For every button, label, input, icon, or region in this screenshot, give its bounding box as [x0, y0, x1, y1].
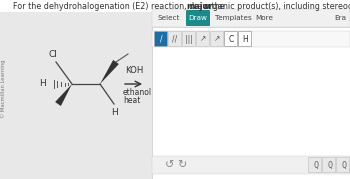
Text: major: major	[186, 2, 212, 11]
FancyBboxPatch shape	[210, 32, 224, 47]
FancyBboxPatch shape	[154, 32, 168, 47]
FancyBboxPatch shape	[322, 158, 336, 173]
Text: More: More	[255, 15, 273, 21]
Text: ↗: ↗	[200, 35, 206, 43]
Text: //: //	[172, 35, 177, 43]
FancyBboxPatch shape	[196, 32, 210, 47]
FancyBboxPatch shape	[168, 32, 182, 47]
Text: Era: Era	[334, 15, 346, 21]
Text: ↗: ↗	[214, 35, 220, 43]
Text: ↻: ↻	[177, 160, 187, 170]
Bar	[152, 31, 350, 47]
FancyBboxPatch shape	[186, 10, 210, 26]
Text: |||: |||	[185, 35, 193, 43]
Bar	[152, 0, 350, 179]
Text: organic product(s), including stereochemistry.: organic product(s), including stereochem…	[202, 2, 350, 11]
FancyBboxPatch shape	[308, 158, 322, 173]
FancyBboxPatch shape	[182, 32, 196, 47]
Text: ↺: ↺	[165, 160, 175, 170]
Text: H: H	[39, 79, 46, 88]
Text: KOH: KOH	[125, 66, 144, 75]
Bar	[0, 0, 350, 12]
Text: © Macmillan Learning: © Macmillan Learning	[0, 60, 6, 118]
Text: H: H	[242, 35, 248, 43]
Text: ethanol: ethanol	[123, 88, 152, 97]
Text: Q: Q	[342, 161, 346, 170]
Text: Select: Select	[157, 15, 180, 21]
FancyBboxPatch shape	[238, 32, 252, 47]
Bar	[152, 9, 350, 27]
Text: For the dehydrohalogenation (E2) reaction, draw the: For the dehydrohalogenation (E2) reactio…	[13, 2, 227, 11]
Text: heat: heat	[123, 96, 140, 105]
Text: Q: Q	[314, 161, 318, 170]
FancyBboxPatch shape	[224, 32, 238, 47]
Text: Cl: Cl	[49, 50, 57, 59]
Bar	[152, 156, 350, 174]
Text: /: /	[160, 35, 162, 43]
FancyBboxPatch shape	[336, 158, 350, 173]
Text: Q: Q	[328, 161, 332, 170]
Polygon shape	[100, 60, 119, 84]
Polygon shape	[55, 84, 72, 106]
Text: H: H	[111, 108, 117, 117]
Text: C: C	[228, 35, 234, 43]
Text: Templates: Templates	[215, 15, 252, 21]
Text: Draw: Draw	[189, 15, 208, 21]
